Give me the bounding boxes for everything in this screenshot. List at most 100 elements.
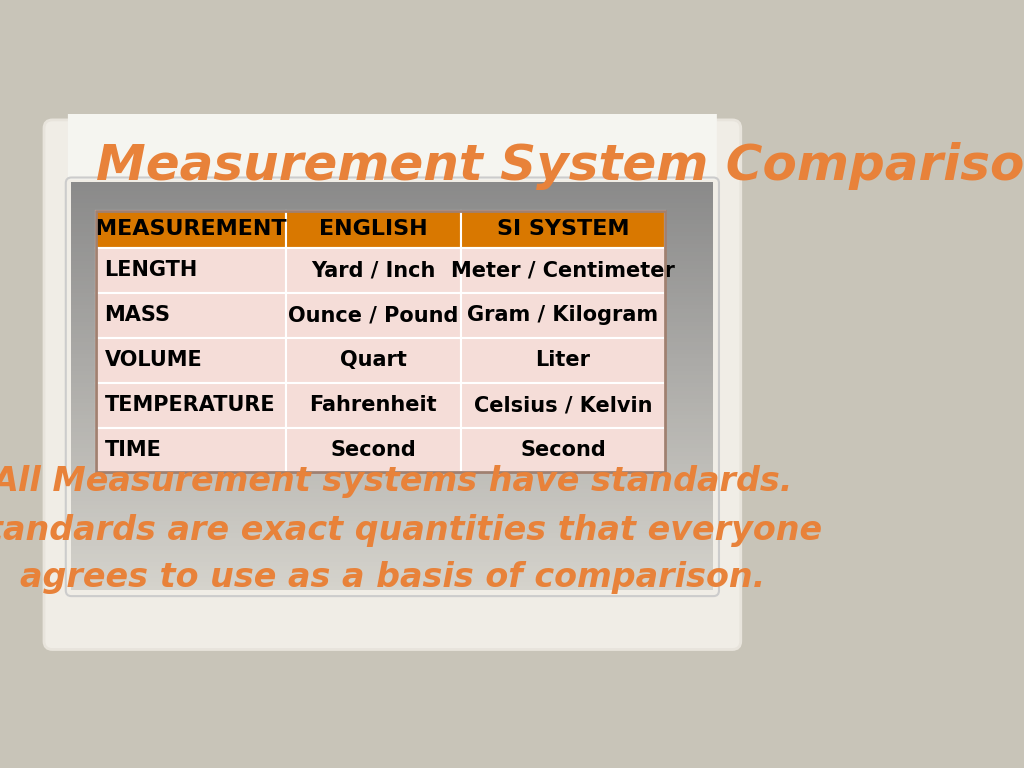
- Bar: [72, 203, 714, 207]
- Bar: [72, 235, 714, 240]
- Bar: [286, 248, 461, 293]
- Bar: [72, 333, 714, 338]
- Bar: [72, 276, 714, 281]
- Bar: [72, 541, 714, 546]
- Bar: [72, 231, 714, 236]
- Text: Ounce / Pound: Ounce / Pound: [288, 305, 459, 325]
- Bar: [72, 435, 714, 440]
- Bar: [96, 211, 665, 472]
- Text: All Measurement systems have standards.: All Measurement systems have standards.: [0, 465, 793, 498]
- Bar: [72, 537, 714, 541]
- Bar: [72, 468, 714, 472]
- Bar: [72, 406, 714, 411]
- Text: Meter / Centimeter: Meter / Centimeter: [452, 260, 675, 280]
- Bar: [72, 264, 714, 269]
- Bar: [72, 472, 714, 476]
- Bar: [72, 394, 714, 399]
- Bar: [72, 464, 714, 468]
- Bar: [72, 256, 714, 260]
- Bar: [72, 411, 714, 415]
- Bar: [72, 370, 714, 375]
- Bar: [72, 500, 714, 505]
- Bar: [72, 415, 714, 419]
- Bar: [72, 578, 714, 582]
- Text: SI SYSTEM: SI SYSTEM: [497, 220, 630, 240]
- Bar: [72, 427, 714, 432]
- Bar: [72, 422, 714, 428]
- Bar: [72, 399, 714, 403]
- Bar: [72, 349, 714, 354]
- Text: Quart: Quart: [340, 350, 407, 370]
- Bar: [72, 321, 714, 326]
- Text: MEASUREMENT: MEASUREMENT: [95, 220, 287, 240]
- Text: Measurement System Comparisons: Measurement System Comparisons: [96, 141, 1024, 190]
- Bar: [72, 553, 714, 558]
- Bar: [72, 492, 714, 497]
- Bar: [72, 194, 714, 200]
- Bar: [72, 284, 714, 289]
- Bar: [72, 505, 714, 509]
- Bar: [72, 243, 714, 248]
- Text: Second: Second: [520, 440, 606, 460]
- Bar: [72, 309, 714, 313]
- Bar: [96, 248, 286, 293]
- Bar: [72, 346, 714, 350]
- Bar: [72, 586, 714, 591]
- Bar: [96, 428, 286, 472]
- Bar: [72, 545, 714, 550]
- Bar: [461, 338, 665, 382]
- Bar: [72, 455, 714, 460]
- Bar: [72, 260, 714, 265]
- Text: Celsius / Kelvin: Celsius / Kelvin: [474, 395, 652, 415]
- Bar: [72, 268, 714, 273]
- Bar: [72, 199, 714, 204]
- Text: MASS: MASS: [104, 305, 170, 325]
- Bar: [461, 428, 665, 472]
- Bar: [72, 516, 714, 521]
- Bar: [72, 227, 714, 232]
- Bar: [72, 374, 714, 379]
- Bar: [286, 293, 461, 338]
- FancyBboxPatch shape: [68, 95, 717, 180]
- Bar: [286, 211, 461, 248]
- Bar: [72, 382, 714, 387]
- Bar: [72, 325, 714, 329]
- Bar: [72, 533, 714, 538]
- FancyBboxPatch shape: [44, 120, 740, 650]
- Bar: [72, 512, 714, 517]
- Bar: [72, 452, 714, 456]
- Bar: [286, 428, 461, 472]
- Text: Standards are exact quantities that everyone: Standards are exact quantities that ever…: [0, 515, 822, 548]
- Text: Yard / Inch: Yard / Inch: [311, 260, 435, 280]
- Bar: [72, 211, 714, 216]
- Bar: [72, 561, 714, 566]
- Bar: [72, 207, 714, 212]
- Bar: [72, 215, 714, 220]
- Bar: [72, 431, 714, 435]
- Bar: [72, 317, 714, 322]
- Bar: [72, 480, 714, 485]
- Bar: [72, 443, 714, 448]
- Bar: [72, 293, 714, 297]
- Bar: [72, 240, 714, 244]
- Bar: [72, 358, 714, 362]
- Bar: [72, 549, 714, 554]
- Bar: [72, 362, 714, 366]
- Bar: [72, 300, 714, 306]
- Bar: [72, 521, 714, 525]
- Text: LENGTH: LENGTH: [104, 260, 198, 280]
- Bar: [96, 211, 286, 248]
- Bar: [72, 190, 714, 195]
- Bar: [72, 574, 714, 578]
- Bar: [72, 272, 714, 276]
- Bar: [72, 296, 714, 301]
- Bar: [72, 223, 714, 228]
- Bar: [72, 252, 714, 257]
- Bar: [72, 488, 714, 493]
- Bar: [72, 386, 714, 391]
- Bar: [72, 525, 714, 529]
- Bar: [461, 248, 665, 293]
- Bar: [72, 353, 714, 359]
- Text: VOLUME: VOLUME: [104, 350, 202, 370]
- Text: Fahrenheit: Fahrenheit: [309, 395, 437, 415]
